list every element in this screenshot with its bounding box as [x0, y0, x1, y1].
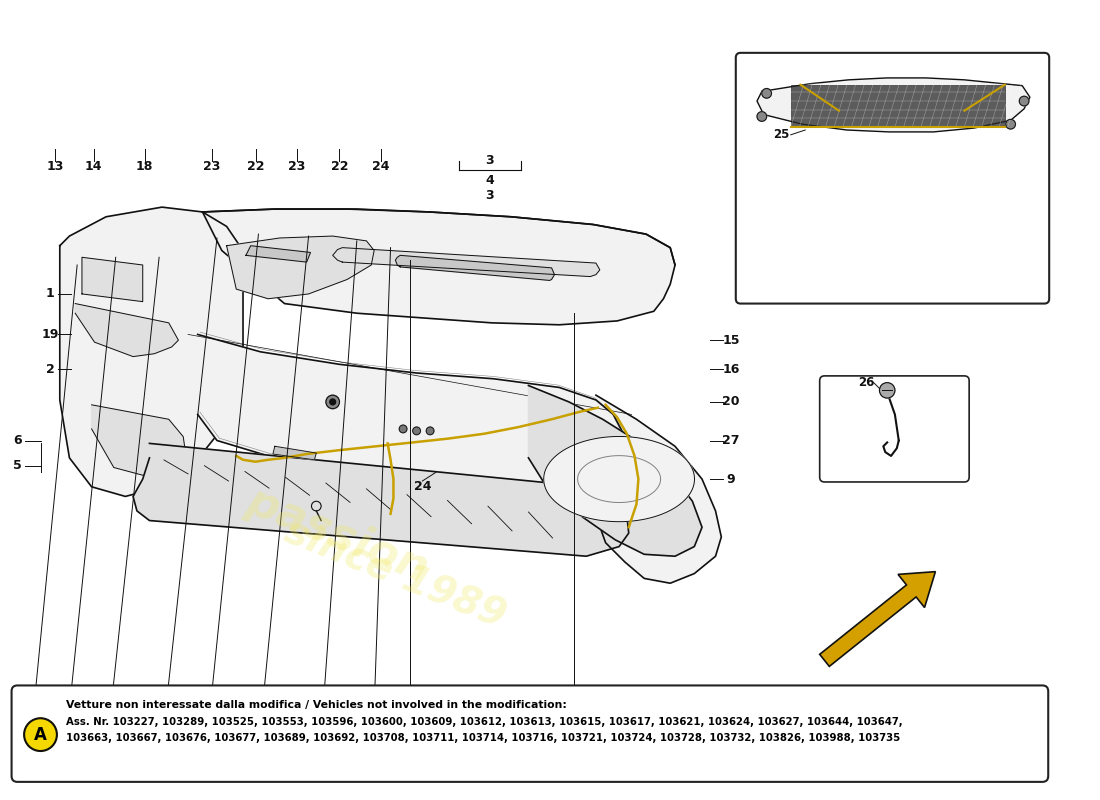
Polygon shape	[543, 437, 694, 522]
Polygon shape	[273, 446, 317, 460]
Text: 15: 15	[723, 334, 739, 346]
Text: 2: 2	[46, 362, 55, 376]
Text: 14: 14	[85, 160, 102, 173]
FancyBboxPatch shape	[820, 376, 969, 482]
Text: 5: 5	[13, 459, 22, 472]
Text: 22: 22	[331, 160, 349, 173]
Circle shape	[762, 89, 771, 98]
Text: 27: 27	[253, 710, 271, 723]
Text: 11: 11	[565, 710, 583, 723]
Text: 22: 22	[246, 160, 264, 173]
Text: 25: 25	[773, 128, 790, 142]
Text: 27: 27	[723, 434, 739, 447]
Bar	[791, 85, 1004, 127]
Circle shape	[880, 382, 895, 398]
Text: 9: 9	[727, 473, 735, 486]
Text: 24: 24	[372, 160, 389, 173]
Polygon shape	[91, 405, 185, 475]
Text: 19: 19	[42, 328, 58, 341]
Text: 20: 20	[723, 395, 739, 409]
Text: 23: 23	[204, 160, 221, 173]
Circle shape	[757, 112, 767, 122]
Text: 16: 16	[723, 362, 739, 376]
Polygon shape	[198, 334, 629, 490]
Circle shape	[399, 425, 407, 433]
Polygon shape	[82, 258, 143, 302]
Polygon shape	[596, 395, 722, 583]
Text: 12: 12	[315, 710, 332, 723]
Text: 17: 17	[60, 710, 78, 723]
Text: 3: 3	[485, 154, 494, 167]
Circle shape	[24, 718, 57, 751]
Text: 21: 21	[25, 710, 43, 723]
Text: 23: 23	[288, 160, 306, 173]
Text: Vetture non interessate dalla modifica / Vehicles not involved in the modificati: Vetture non interessate dalla modifica /…	[66, 700, 566, 710]
Text: 28: 28	[102, 710, 120, 723]
FancyArrow shape	[820, 572, 935, 666]
Polygon shape	[202, 209, 675, 325]
Text: 24: 24	[414, 480, 431, 494]
Text: A: A	[34, 726, 47, 744]
Polygon shape	[395, 255, 554, 281]
FancyBboxPatch shape	[736, 53, 1049, 303]
Text: 3: 3	[485, 189, 494, 202]
Polygon shape	[332, 248, 600, 277]
Text: 6: 6	[13, 434, 22, 447]
Text: 8: 8	[406, 710, 415, 723]
Polygon shape	[246, 246, 310, 262]
Text: 13: 13	[46, 160, 64, 173]
Text: 18: 18	[136, 160, 153, 173]
Circle shape	[1005, 119, 1015, 129]
Text: since 1989: since 1989	[279, 512, 512, 635]
Polygon shape	[59, 207, 243, 497]
Text: Ass. Nr. 103227, 103289, 103525, 103553, 103596, 103600, 103609, 103612, 103613,: Ass. Nr. 103227, 103289, 103525, 103553,…	[66, 717, 902, 727]
Text: 7: 7	[370, 710, 378, 723]
Polygon shape	[133, 443, 629, 556]
Polygon shape	[75, 303, 178, 357]
Text: 20: 20	[157, 710, 175, 723]
Text: 10: 10	[201, 710, 219, 723]
Circle shape	[326, 395, 340, 409]
Circle shape	[1020, 96, 1028, 106]
Polygon shape	[528, 386, 702, 556]
Polygon shape	[227, 236, 374, 298]
Circle shape	[412, 427, 420, 434]
Circle shape	[330, 399, 336, 405]
Text: passion: passion	[240, 479, 434, 591]
Text: 1: 1	[46, 287, 55, 301]
Text: 4: 4	[485, 174, 494, 186]
Text: 103663, 103667, 103676, 103677, 103689, 103692, 103708, 103711, 103714, 103716, : 103663, 103667, 103676, 103677, 103689, …	[66, 734, 900, 743]
Circle shape	[426, 427, 433, 434]
Polygon shape	[757, 78, 1030, 132]
FancyBboxPatch shape	[12, 686, 1048, 782]
Text: 26: 26	[858, 376, 874, 389]
